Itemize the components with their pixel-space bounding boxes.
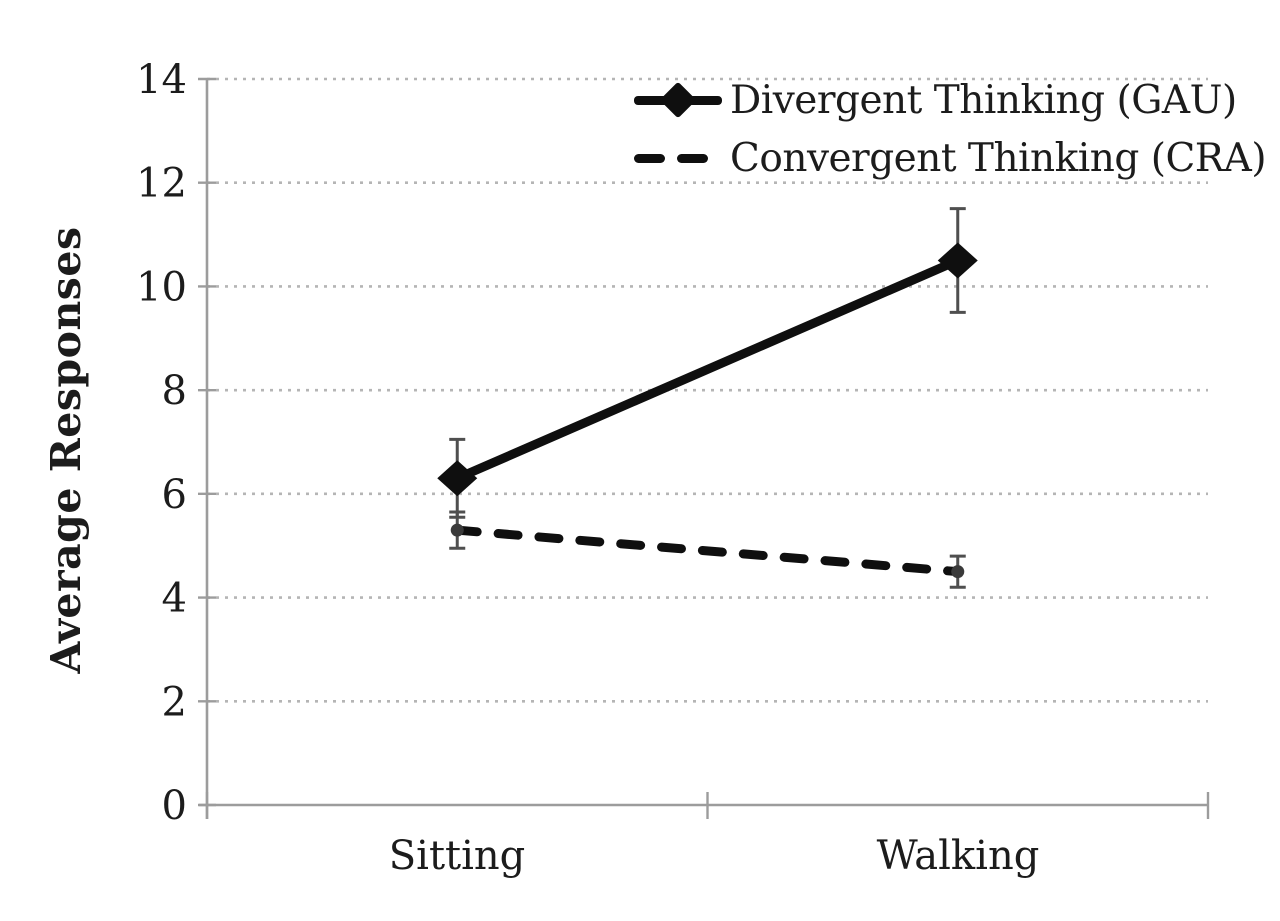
x-category-label-walking: Walking bbox=[876, 833, 1040, 879]
y-tick-label-0: 0 bbox=[162, 783, 187, 829]
y-tick-label-10: 10 bbox=[136, 264, 187, 310]
y-axis-title: Average Responses bbox=[42, 226, 90, 674]
y-tick-label-8: 8 bbox=[162, 368, 187, 414]
marker-diamond-divergent-thinking-gau-sitting bbox=[437, 460, 478, 497]
legend-label-divergent: Divergent Thinking (GAU) bbox=[730, 77, 1237, 123]
legend-dashed-line-icon bbox=[634, 153, 722, 163]
legend-label-convergent: Convergent Thinking (CRA) bbox=[730, 135, 1267, 181]
y-tick-label-14: 14 bbox=[136, 57, 187, 103]
legend-item-divergent-thinking: Divergent Thinking (GAU) bbox=[634, 71, 1266, 129]
y-tick-label-12: 12 bbox=[136, 161, 187, 207]
series-line-convergent-thinking-cra bbox=[452, 525, 963, 577]
marker-dot-convergent-thinking-cra-walking bbox=[951, 565, 965, 579]
series-line-divergent-thinking-gau bbox=[452, 256, 963, 483]
marker-diamond-divergent-thinking-gau-walking bbox=[937, 242, 978, 279]
legend-solid-diamond-line-icon bbox=[634, 81, 722, 119]
legend-diamond-marker-icon bbox=[659, 81, 697, 119]
x-category-label-sitting: Sitting bbox=[388, 833, 526, 879]
legend-dash-segment bbox=[677, 153, 708, 163]
legend-dash-segment bbox=[634, 153, 665, 163]
y-tick-label-2: 2 bbox=[162, 679, 187, 725]
legend-dashes-swatch bbox=[634, 153, 722, 163]
y-tick-label-4: 4 bbox=[162, 576, 187, 622]
legend-item-convergent-thinking: Convergent Thinking (CRA) bbox=[634, 129, 1267, 187]
y-tick-label-6: 6 bbox=[162, 472, 187, 518]
legend: Divergent Thinking (GAU) Convergent Thin… bbox=[634, 71, 1267, 187]
marker-dot-convergent-thinking-cra-sitting bbox=[450, 523, 464, 537]
